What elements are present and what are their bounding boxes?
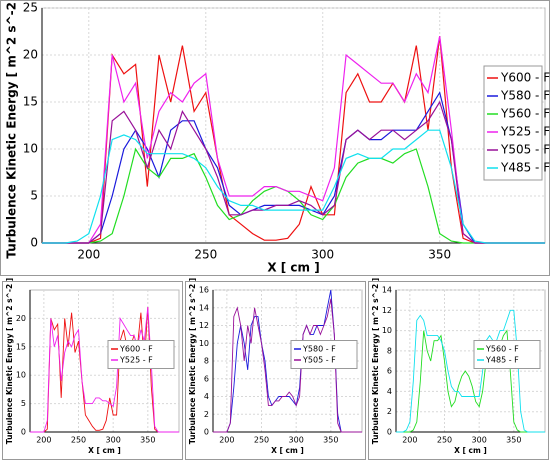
series-line: [396, 329, 545, 433]
legend-box: [483, 65, 543, 181]
legend-label: Y505 - F: [500, 143, 550, 157]
y-tick-label: 14: [382, 286, 392, 295]
x-tick-label: 200: [77, 248, 100, 262]
legend-box: [107, 340, 175, 369]
y-axis-title: Turbulence Kinetic Energy [ m^2 s^-2 ]: [5, 0, 19, 259]
x-tick-label: 300: [289, 436, 304, 445]
legend-label: Y580 - F: [500, 89, 550, 103]
legend-label: Y600 - F: [119, 345, 153, 354]
x-tick-label: 250: [71, 436, 86, 445]
x-tick-label: 200: [402, 436, 417, 445]
x-tick-label: 300: [106, 436, 121, 445]
y-tick-label: 0: [30, 236, 38, 250]
y-tick-label: 2: [387, 407, 392, 416]
y-tick-label: 12: [199, 321, 209, 330]
y-tick-label: 8: [387, 346, 392, 355]
legend-box: [290, 340, 358, 369]
series-line: [42, 129, 545, 244]
series-line: [30, 306, 179, 433]
x-axis-title: X [ cm ]: [267, 261, 319, 275]
y-tick-label: 25: [23, 1, 38, 15]
y-tick-label: 0: [21, 428, 26, 437]
y-tick-label: 20: [16, 314, 26, 323]
plot-area: [41, 7, 546, 244]
legend-label: Y505 - F: [302, 356, 336, 365]
series-line: [42, 100, 545, 244]
x-axis-title: X [ cm ]: [271, 446, 304, 455]
x-tick-label: 250: [194, 248, 217, 262]
series-line: [42, 91, 545, 244]
y-tick-label: 2: [204, 410, 209, 419]
y-tick-label: 4: [387, 387, 392, 396]
legend-label: Y525 - F: [500, 125, 550, 139]
x-tick-label: 350: [323, 436, 338, 445]
legend-label: Y560 - F: [485, 345, 519, 354]
legend-label: Y600 - F: [500, 71, 550, 85]
y-tick-label: 0: [204, 428, 209, 437]
y-tick-label: 6: [387, 367, 392, 376]
x-tick-label: 350: [506, 436, 521, 445]
legend-box: [473, 340, 541, 369]
legend-label: Y560 - F: [500, 107, 550, 121]
x-tick-label: 300: [472, 436, 487, 445]
series-line: [213, 298, 362, 433]
x-tick-label: 300: [311, 248, 334, 262]
y-tick-label: 14: [199, 303, 209, 312]
y-tick-label: 10: [199, 339, 209, 348]
y-axis-title: Turbulence Kinetic Energy [ m^2 s^-2 ]: [188, 278, 197, 444]
y-tick-label: 12: [382, 306, 392, 315]
series-line: [396, 309, 545, 433]
series-line: [42, 36, 545, 244]
y-tick-label: 8: [204, 357, 209, 366]
x-tick-label: 200: [36, 436, 51, 445]
x-axis-title: X [ cm ]: [454, 446, 487, 455]
y-tick-label: 15: [23, 95, 38, 109]
y-tick-label: 15: [16, 342, 26, 351]
y-tick-label: 5: [21, 399, 26, 408]
y-tick-label: 10: [23, 142, 38, 156]
y-tick-label: 16: [199, 286, 209, 295]
y-tick-label: 10: [382, 326, 392, 335]
y-tick-label: 4: [204, 392, 209, 401]
x-tick-label: 250: [254, 436, 269, 445]
x-axis-title: X [ cm ]: [88, 446, 121, 455]
legend-label: Y580 - F: [302, 345, 336, 354]
y-tick-label: 6: [204, 374, 209, 383]
y-axis-title: Turbulence Kinetic Energy [ m^2 s^-2 ]: [371, 278, 380, 444]
y-tick-label: 10: [16, 371, 26, 380]
legend-label: Y485 - F: [485, 356, 519, 365]
legend-label: Y485 - F: [500, 161, 550, 175]
series-line: [42, 147, 545, 244]
x-tick-label: 200: [219, 436, 234, 445]
y-tick-label: 20: [23, 48, 38, 62]
x-tick-label: 350: [428, 248, 451, 262]
x-tick-label: 350: [140, 436, 155, 445]
y-tick-label: 5: [30, 189, 38, 203]
x-tick-label: 250: [437, 436, 452, 445]
y-tick-label: 0: [387, 428, 392, 437]
legend-label: Y525 - F: [119, 356, 153, 365]
y-axis-title: Turbulence Kinetic Energy [ m^2 s^-2 ]: [5, 278, 14, 444]
